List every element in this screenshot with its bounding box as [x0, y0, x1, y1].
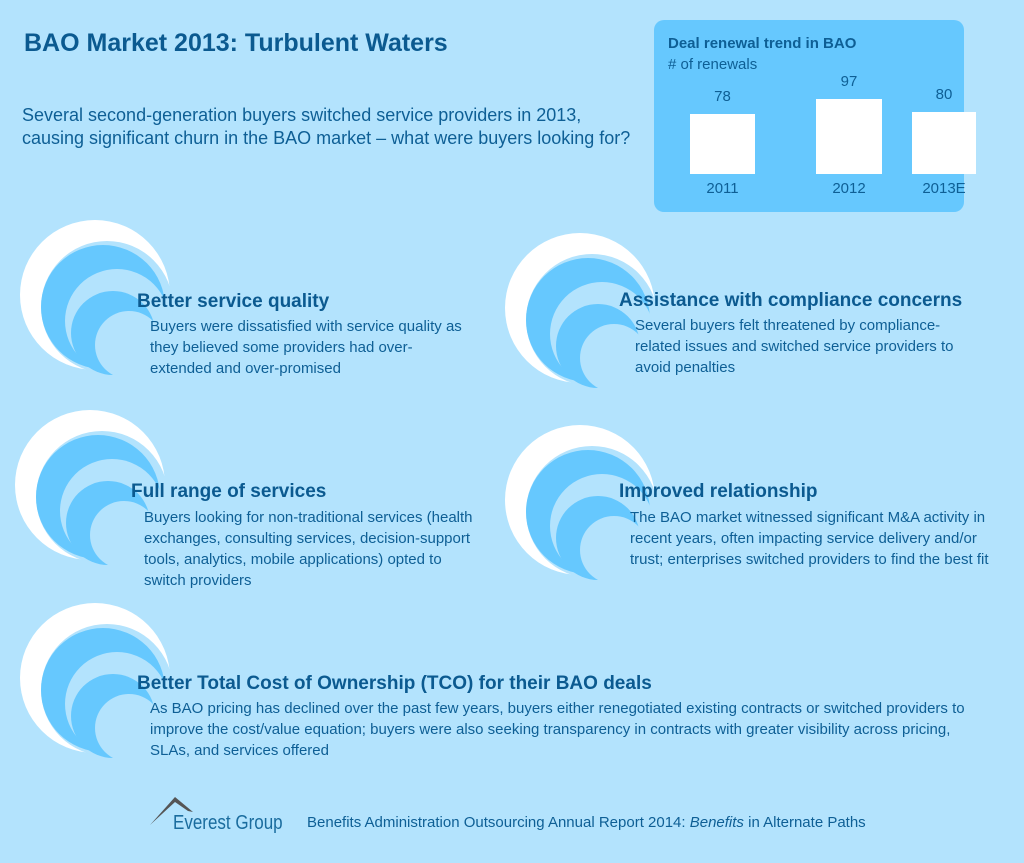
category-label: 2011: [706, 180, 739, 197]
everest-logo-icon: [150, 797, 193, 825]
chart-ylabel: # of renewals: [668, 56, 758, 73]
bar-2012: [816, 99, 882, 174]
report-title-suffix: in Alternate Paths: [743, 814, 866, 831]
bar-value-label: 97: [840, 73, 858, 91]
wave-icon: [20, 220, 173, 375]
renewal-chart: Deal renewal trend in BAO # of renewals …: [654, 20, 976, 212]
page-title: BAO Market 2013: Turbulent Waters: [24, 29, 448, 57]
intro-text: Several second-generation buyers switche…: [22, 105, 631, 148]
footer-report-title: Benefits Administration Outsourcing Annu…: [307, 814, 866, 831]
reason-heading: Full range of services: [131, 481, 327, 502]
reason-text: The BAO market witnessed significant M&A…: [630, 509, 989, 568]
report-title-italic: Benefits: [689, 814, 744, 831]
category-label: 2012: [832, 180, 866, 197]
chart-title: Deal renewal trend in BAO: [668, 35, 857, 52]
bar-2013E: [912, 112, 976, 174]
reason-text: Buyers were dissatisfied with service qu…: [150, 318, 462, 377]
bar-2011: [690, 113, 755, 174]
report-title-prefix: Benefits Administration Outsourcing Annu…: [307, 814, 690, 831]
reason-text: As BAO pricing has declined over the pas…: [150, 700, 965, 759]
reason-text: Several buyers felt threatened by compli…: [635, 317, 954, 376]
bar-value-label: 78: [714, 87, 731, 105]
bar-value-label: 80: [935, 86, 953, 104]
reason-heading: Improved relationship: [619, 481, 818, 502]
wave-icon: [505, 233, 658, 388]
category-label: 2013E: [922, 180, 966, 197]
everest-logo-text: Everest Group: [173, 812, 283, 834]
reason-heading: Better service quality: [137, 291, 330, 312]
reason-text: Buyers looking for non-traditional servi…: [144, 509, 473, 589]
wave-icon: [505, 425, 658, 580]
reason-heading: Better Total Cost of Ownership (TCO) for…: [137, 673, 652, 694]
reason-heading: Assistance with compliance concerns: [619, 290, 963, 311]
wave-icon: [15, 410, 168, 565]
wave-icon: [20, 603, 173, 758]
